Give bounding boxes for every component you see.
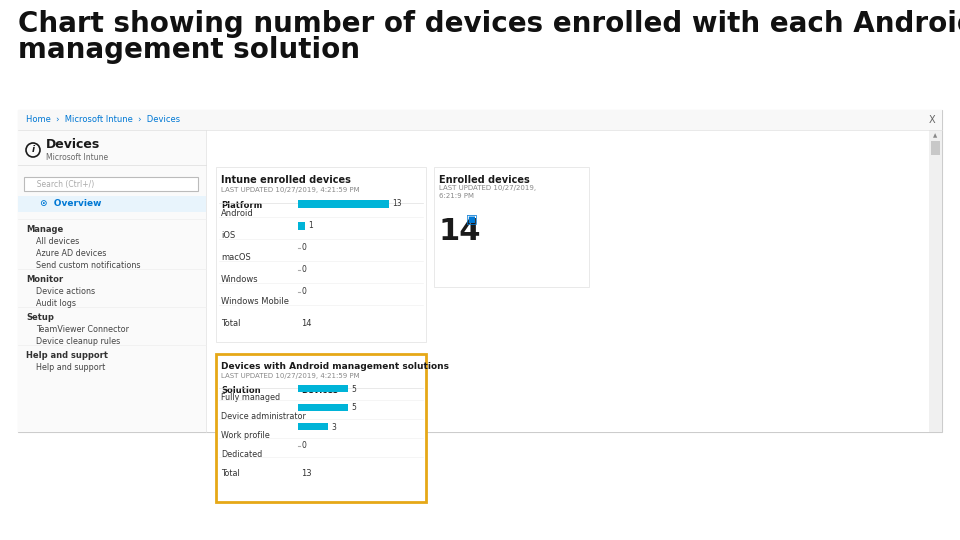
Text: LAST UPDATED 10/27/2019, 4:21:59 PM: LAST UPDATED 10/27/2019, 4:21:59 PM [221, 373, 360, 379]
Text: 0: 0 [302, 287, 307, 296]
Bar [298, 222, 305, 230]
Text: X: X [928, 115, 935, 125]
Text: TeamViewer Connector: TeamViewer Connector [36, 325, 129, 334]
Text: LAST UPDATED 10/27/2019,: LAST UPDATED 10/27/2019, [439, 185, 536, 191]
Text: Devices: Devices [301, 386, 338, 395]
Text: management solution: management solution [18, 36, 360, 64]
Bar [18, 196, 206, 212]
Text: Android: Android [221, 209, 253, 218]
Bar [931, 141, 940, 155]
Text: Device administrator: Device administrator [221, 412, 306, 421]
Text: Monitor: Monitor [26, 275, 63, 284]
Text: Audit logs: Audit logs [36, 299, 76, 308]
Text: Microsoft Intune: Microsoft Intune [46, 152, 108, 161]
Bar [216, 167, 426, 342]
Text: ▲: ▲ [933, 133, 937, 138]
Text: 14: 14 [301, 319, 311, 328]
Text: Enrolled devices: Enrolled devices [439, 175, 530, 185]
Text: 13: 13 [301, 469, 312, 478]
Text: Solution: Solution [221, 386, 260, 395]
Bar [216, 354, 426, 502]
Bar [298, 404, 348, 411]
Text: 3: 3 [331, 422, 336, 431]
Text: Azure AD devices: Azure AD devices [36, 249, 107, 258]
Text: Total: Total [221, 319, 241, 328]
Text: Devices with Android management solutions: Devices with Android management solution… [221, 362, 449, 371]
Text: 5: 5 [351, 403, 356, 413]
Text: Setup: Setup [26, 313, 54, 322]
Text: Work profile: Work profile [221, 431, 270, 440]
Text: Send custom notifications: Send custom notifications [36, 261, 140, 270]
Text: Platform: Platform [221, 201, 262, 210]
Text: 0: 0 [302, 442, 307, 450]
Text: 0: 0 [302, 244, 307, 253]
Text: Device actions: Device actions [36, 287, 95, 296]
Text: Fully managed: Fully managed [221, 393, 280, 402]
Bar [298, 385, 348, 392]
Text: macOS: macOS [221, 253, 251, 262]
Text: iOS: iOS [221, 231, 235, 240]
Bar [24, 177, 198, 191]
Bar [929, 130, 942, 432]
Text: Device cleanup rules: Device cleanup rules [36, 337, 120, 346]
Bar [18, 110, 942, 130]
Text: Dedicated: Dedicated [221, 450, 262, 459]
Text: Windows: Windows [221, 275, 258, 284]
Text: 5: 5 [351, 384, 356, 394]
Text: 6:21:9 PM: 6:21:9 PM [439, 193, 474, 199]
Bar [434, 167, 589, 287]
Text: Help and support: Help and support [36, 363, 106, 372]
Text: Devices: Devices [46, 138, 100, 152]
Text: Devices: Devices [301, 201, 338, 210]
Text: LAST UPDATED 10/27/2019, 4:21:59 PM: LAST UPDATED 10/27/2019, 4:21:59 PM [221, 187, 360, 193]
Text: Windows Mobile: Windows Mobile [221, 297, 289, 306]
Text: Total: Total [221, 469, 240, 478]
Text: 13: 13 [392, 199, 401, 208]
Bar [298, 200, 389, 208]
Text: ⊙  Overview: ⊙ Overview [40, 199, 102, 208]
Text: Help and support: Help and support [26, 351, 108, 360]
Text: i: i [32, 145, 35, 154]
Text: Search (Ctrl+/): Search (Ctrl+/) [32, 179, 94, 188]
Bar [298, 423, 328, 430]
Text: 0: 0 [302, 266, 307, 274]
Text: Intune enrolled devices: Intune enrolled devices [221, 175, 350, 185]
Text: All devices: All devices [36, 237, 80, 246]
Bar [18, 110, 942, 432]
Text: 14: 14 [439, 217, 482, 246]
Text: ▣: ▣ [466, 212, 478, 225]
Bar [208, 130, 929, 432]
Bar [18, 130, 206, 432]
Text: Chart showing number of devices enrolled with each Android: Chart showing number of devices enrolled… [18, 10, 960, 38]
Text: Manage: Manage [26, 225, 63, 234]
Text: Home  ›  Microsoft Intune  ›  Devices: Home › Microsoft Intune › Devices [26, 116, 180, 125]
Text: 1: 1 [308, 221, 313, 231]
